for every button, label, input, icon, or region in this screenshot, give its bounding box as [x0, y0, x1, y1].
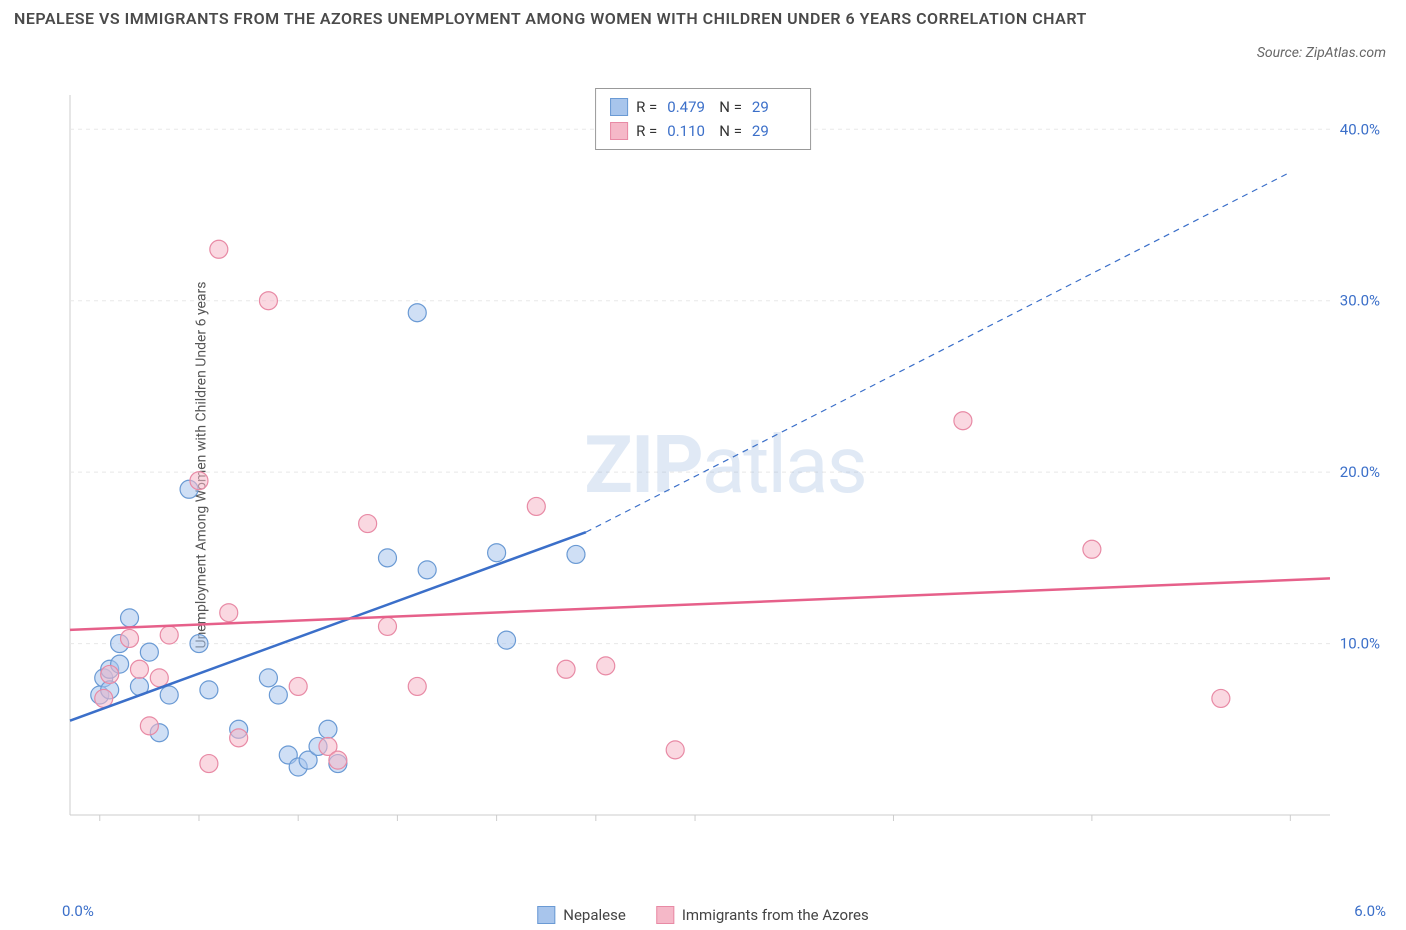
- svg-text:10.0%: 10.0%: [1340, 635, 1380, 653]
- legend: Nepalese Immigrants from the Azores: [537, 906, 868, 924]
- scatter-chart-svg: 10.0% 20.0% 30.0% 40.0%: [60, 85, 1390, 845]
- stat-r-label: R =: [636, 119, 657, 143]
- svg-text:40.0%: 40.0%: [1340, 120, 1380, 138]
- svg-text:30.0%: 30.0%: [1340, 292, 1380, 310]
- legend-item: Immigrants from the Azores: [656, 906, 869, 924]
- legend-label: Immigrants from the Azores: [682, 906, 869, 924]
- stat-n-label: N =: [719, 119, 742, 143]
- stats-row: R = 0.479 N = 29: [610, 95, 796, 119]
- legend-swatch: [656, 906, 674, 924]
- correlation-stats-box: R = 0.479 N = 29 R = 0.110 N = 29: [595, 88, 811, 150]
- stat-n-value: 29: [752, 119, 796, 143]
- legend-label: Nepalese: [563, 906, 626, 924]
- legend-item: Nepalese: [537, 906, 626, 924]
- stat-n-value: 29: [752, 95, 796, 119]
- chart-area: 10.0%20.0%30.0%40.0% ZIPatlas: [60, 85, 1390, 845]
- stat-r-value: 0.479: [667, 95, 711, 119]
- stat-r-label: R =: [636, 95, 657, 119]
- stats-row: R = 0.110 N = 29: [610, 119, 796, 143]
- stat-r-value: 0.110: [667, 119, 711, 143]
- legend-swatch: [537, 906, 555, 924]
- legend-swatch: [610, 122, 628, 140]
- source-attribution: Source: ZipAtlas.com: [1257, 45, 1386, 61]
- chart-title: NEPALESE VS IMMIGRANTS FROM THE AZORES U…: [14, 8, 1087, 30]
- legend-swatch: [610, 98, 628, 116]
- svg-text:20.0%: 20.0%: [1340, 463, 1380, 481]
- stat-n-label: N =: [719, 95, 742, 119]
- x-axis-min-label: 0.0%: [62, 902, 94, 920]
- x-axis-max-label: 6.0%: [1354, 902, 1386, 920]
